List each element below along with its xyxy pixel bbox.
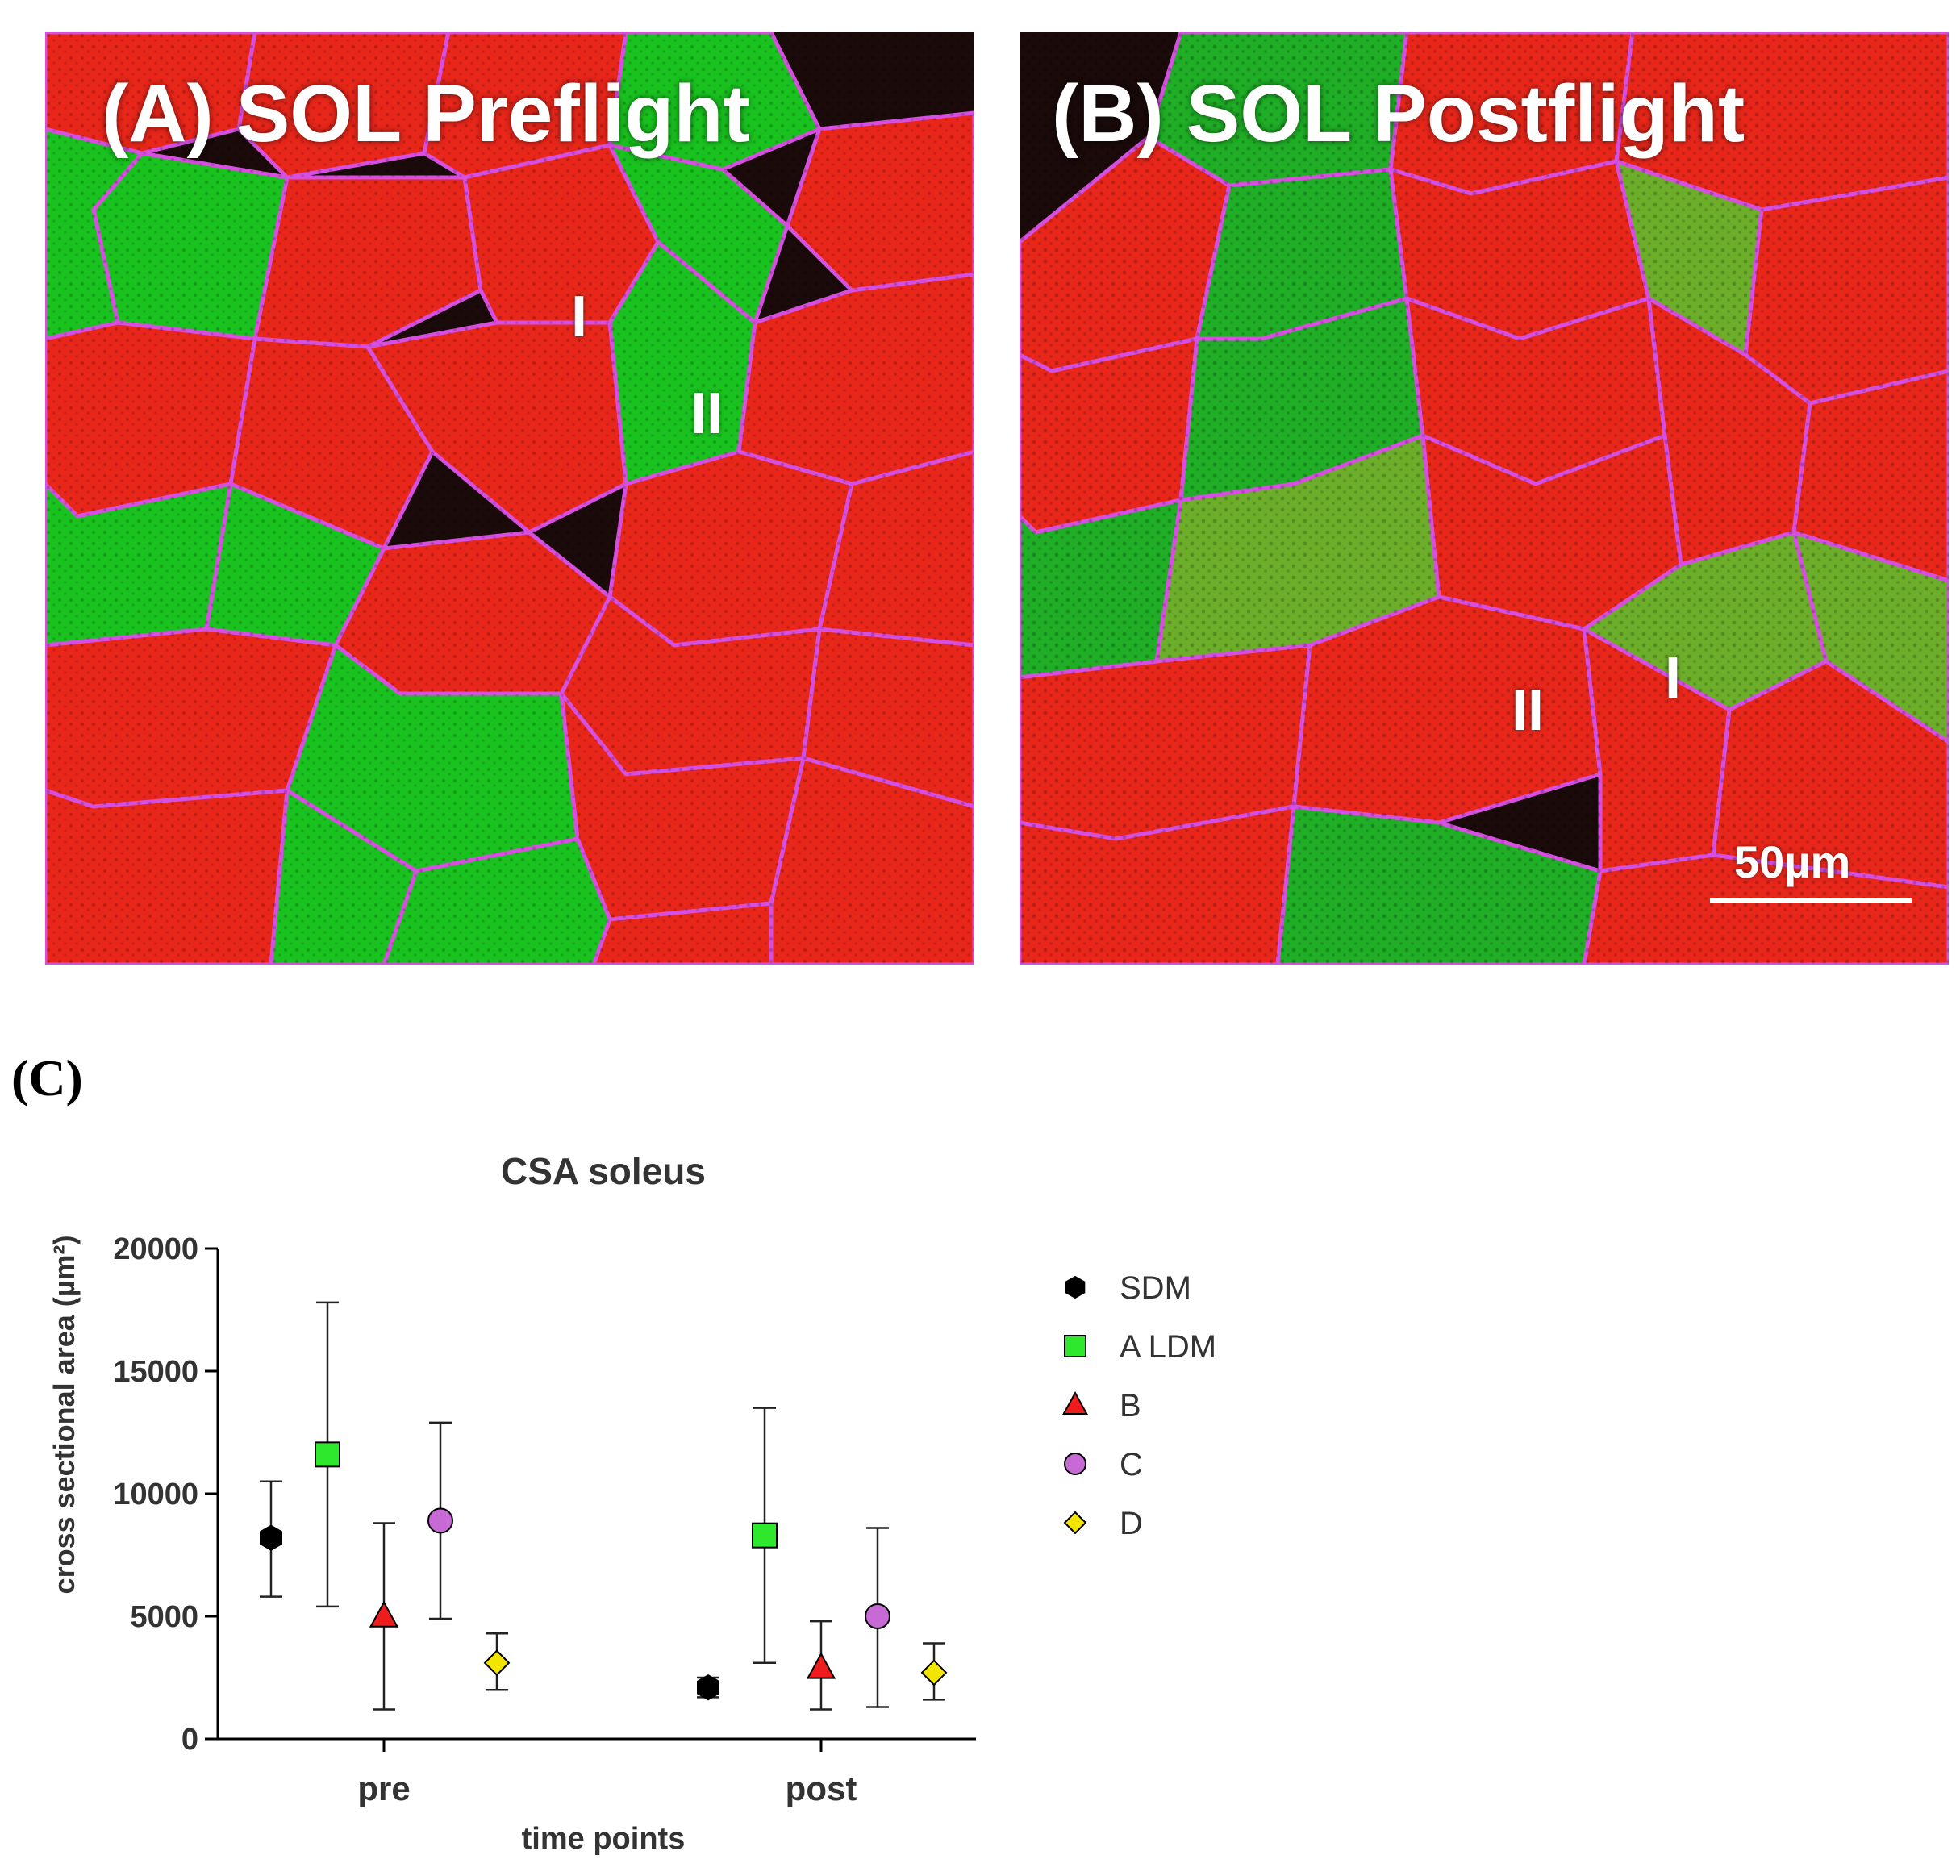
data-point [865, 1603, 890, 1629]
data-point [260, 1524, 282, 1551]
y-tick-label: 0 [181, 1723, 198, 1757]
legend-marker [1065, 1275, 1086, 1299]
legend-label: C [1120, 1447, 1143, 1482]
chart-title: CSA soleus [501, 1150, 706, 1192]
series-d [483, 1632, 948, 1701]
legend-label: A LDM [1120, 1329, 1216, 1365]
series-b [369, 1522, 836, 1711]
fiber-type-label: II [690, 381, 724, 446]
data-point [806, 1652, 836, 1679]
panel-a-title: (A) SOL Preflight [102, 69, 750, 159]
micrograph-postflight: (B) SOL Postflight II I 50µm [1020, 32, 1949, 965]
plot-area [260, 1301, 948, 1711]
legend-marker [1063, 1511, 1087, 1535]
data-point [427, 1507, 453, 1534]
y-axis: 0 5000 10000 15000 20000 [113, 1232, 219, 1757]
scale-bar [1710, 898, 1912, 903]
data-point [483, 1649, 511, 1677]
y-tick-label: 15000 [113, 1355, 198, 1389]
y-tick-label: 5000 [130, 1600, 198, 1634]
scale-bar-label: 50µm [1734, 836, 1851, 887]
data-point [315, 1441, 340, 1468]
fiber-type-label: I [1665, 646, 1682, 711]
micrograph-preflight-image [45, 32, 974, 965]
x-axis-label: time points [522, 1822, 686, 1856]
series-a-ldm [315, 1301, 778, 1665]
x-tick-label: pre [357, 1770, 410, 1807]
legend-marker [1064, 1335, 1086, 1357]
series-c [427, 1421, 890, 1708]
panel-b-title: (B) SOL Postflight [1052, 69, 1745, 159]
x-tick-label: post [786, 1770, 857, 1807]
data-point [920, 1659, 948, 1686]
data-point [369, 1600, 399, 1628]
fiber-type-label: II [1512, 678, 1545, 743]
legend-marker [1064, 1453, 1086, 1475]
fiber-type-label: I [571, 285, 588, 349]
legend: SDM A LDM BCD [1062, 1270, 1216, 1541]
y-axis-label: cross sectional area (µm²) [48, 1236, 81, 1595]
legend-label: D [1120, 1506, 1143, 1541]
legend-label: SDM [1120, 1270, 1191, 1306]
panel-c-label: (C) [11, 1049, 83, 1107]
legend-label: B [1120, 1388, 1141, 1424]
micrograph-preflight: (A) SOL Preflight I II [45, 32, 974, 965]
y-tick-label: 10000 [113, 1478, 198, 1511]
data-point [697, 1674, 719, 1701]
x-axis: pre post [218, 1737, 976, 1807]
legend-marker [1062, 1390, 1088, 1415]
micrograph-postflight-image [1020, 32, 1949, 965]
y-tick-label: 20000 [113, 1232, 198, 1266]
series-sdm [260, 1480, 719, 1701]
data-point [752, 1522, 778, 1549]
